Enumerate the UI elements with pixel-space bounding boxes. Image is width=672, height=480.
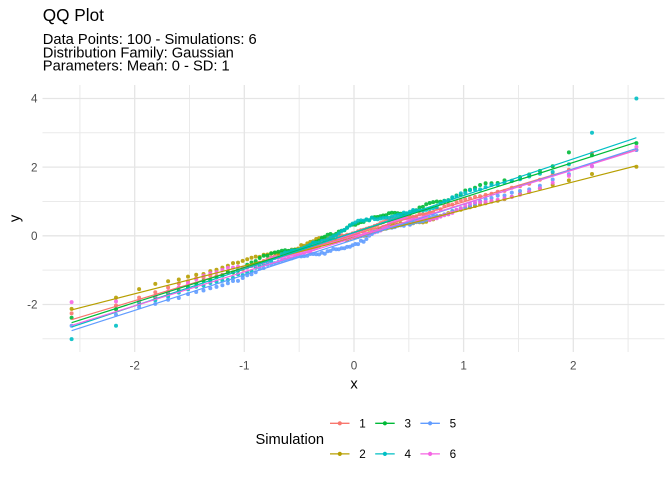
svg-text:-2: -2 [27,299,37,312]
svg-text:QQ Plot: QQ Plot [43,5,104,25]
svg-text:4: 4 [31,93,38,106]
svg-text:Distribution Family: Gaussian: Distribution Family: Gaussian [43,45,234,61]
svg-text:0: 0 [351,360,358,373]
svg-text:1: 1 [460,360,467,373]
svg-text:Simulation: Simulation [256,432,325,448]
svg-text:2: 2 [359,448,366,461]
svg-text:Parameters: Mean: 0 - SD: 1: Parameters: Mean: 0 - SD: 1 [43,59,230,75]
svg-text:-1: -1 [239,360,249,373]
svg-text:3: 3 [404,418,411,431]
svg-text:-2: -2 [129,360,139,373]
svg-text:4: 4 [404,448,411,461]
svg-text:x: x [350,377,358,393]
svg-text:2: 2 [570,360,577,373]
svg-text:1: 1 [359,418,366,431]
svg-text:0: 0 [31,230,38,243]
svg-text:6: 6 [450,448,457,461]
svg-text:2: 2 [31,161,38,174]
svg-text:Data Points: 100 - Simulations: Data Points: 100 - Simulations: 6 [43,32,257,48]
svg-text:y: y [8,214,24,222]
svg-text:5: 5 [450,418,457,431]
